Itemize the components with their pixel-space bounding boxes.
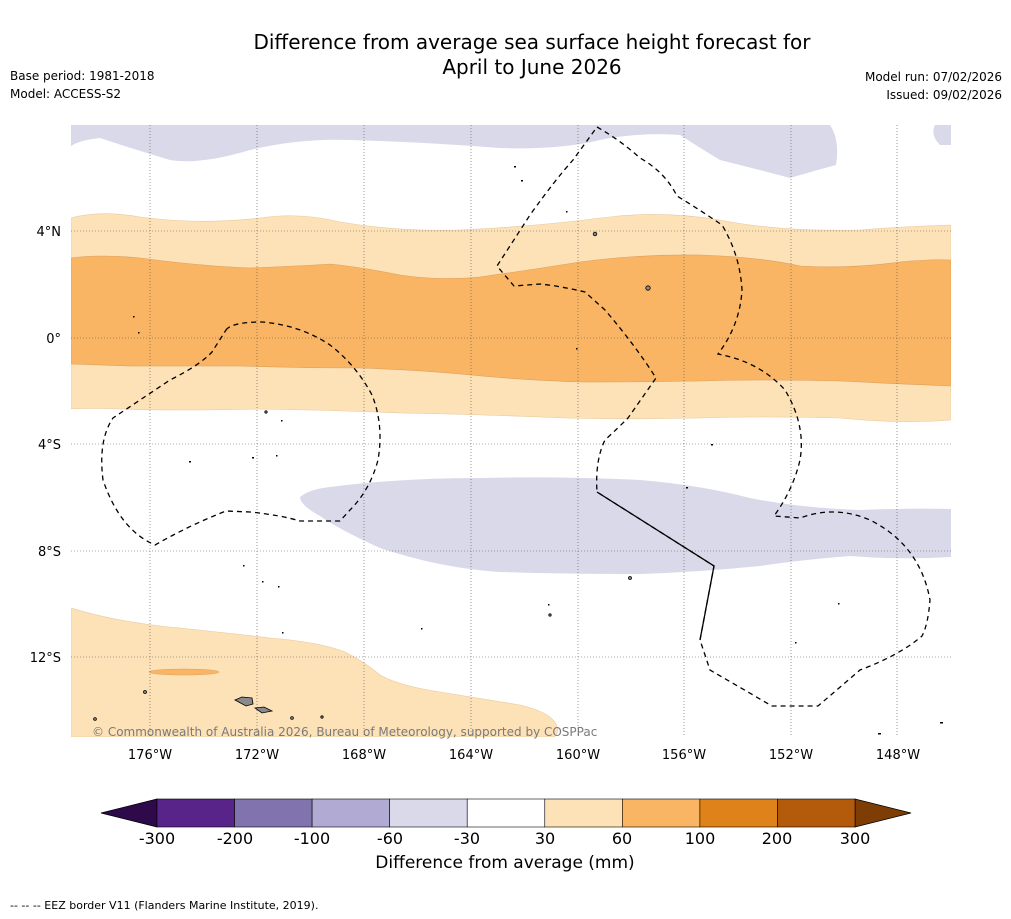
meta-right: Model run: 07/02/2026 Issued: 09/02/2026 bbox=[865, 68, 1002, 104]
lon-label-164w: 164°W bbox=[449, 748, 493, 763]
lon-label-172w: 172°W bbox=[235, 748, 279, 763]
issued-date: Issued: 09/02/2026 bbox=[886, 88, 1002, 102]
islet-dot bbox=[281, 420, 283, 422]
colorbar-tick: 200 bbox=[762, 829, 793, 848]
lat-label-4s: 4°S bbox=[38, 438, 61, 453]
lon-label-160w: 160°W bbox=[556, 748, 600, 763]
colorbar-segment bbox=[622, 798, 701, 828]
tiny-islets bbox=[133, 166, 943, 735]
island-islet bbox=[320, 715, 324, 719]
islet-dot bbox=[548, 604, 550, 606]
colorbar-segment bbox=[699, 798, 778, 828]
island-islet bbox=[628, 576, 632, 580]
islet-dot bbox=[521, 180, 523, 182]
islet-dot bbox=[276, 455, 278, 457]
island-islet bbox=[93, 717, 97, 721]
colorbar-tick: -60 bbox=[377, 829, 403, 848]
island-samoa-upolu bbox=[234, 696, 254, 707]
islet-dot bbox=[940, 722, 943, 724]
island-islet bbox=[264, 410, 268, 414]
lat-labels: 4°N 0° 4°S 8°S 12°S bbox=[30, 225, 61, 666]
lon-labels: 176°W 172°W 168°W 164°W 160°W 156°W 152°… bbox=[128, 748, 920, 763]
eez-borders bbox=[101, 126, 931, 707]
colorbar-segment bbox=[466, 798, 546, 828]
island-islet bbox=[548, 613, 552, 617]
island-islet bbox=[290, 716, 294, 720]
islet-dot bbox=[686, 487, 688, 489]
islet-dot bbox=[262, 581, 264, 583]
colorbar-tick: -200 bbox=[217, 829, 253, 848]
lon-label-156w: 156°W bbox=[662, 748, 706, 763]
island-islet bbox=[592, 231, 598, 237]
islet-dot bbox=[514, 166, 516, 168]
islet-dot bbox=[421, 628, 423, 630]
colorbar-segment bbox=[311, 798, 390, 828]
anomaly-region-light-orange-south bbox=[71, 607, 558, 737]
anomaly-region-lavender-north bbox=[71, 125, 951, 178]
island-samoa-savaii bbox=[253, 706, 274, 714]
lon-label-148w: 148°W bbox=[876, 748, 920, 763]
colorbar-tick: 100 bbox=[685, 829, 716, 848]
colorbar-segment bbox=[389, 798, 468, 828]
island-islet bbox=[143, 690, 147, 694]
colorbar-tick: -300 bbox=[139, 829, 175, 848]
islet-dot bbox=[252, 457, 254, 459]
colorbar-segments bbox=[156, 798, 856, 828]
colorbar-segment bbox=[156, 798, 235, 828]
anomaly-region-orange bbox=[71, 254, 951, 387]
islet-dot bbox=[566, 211, 568, 213]
eez-border-kiribati bbox=[496, 126, 931, 707]
model-run: Model run: 07/02/2026 bbox=[864, 70, 1002, 84]
colorbar-segment bbox=[777, 798, 856, 828]
colorbar-tick: -30 bbox=[454, 829, 480, 848]
eez-border-tokelau bbox=[101, 321, 381, 546]
colorbar-tick: 60 bbox=[612, 829, 632, 848]
colorbar-tick: -100 bbox=[294, 829, 330, 848]
lon-label-152w: 152°W bbox=[769, 748, 813, 763]
islet-dot bbox=[133, 316, 135, 318]
lat-label-12s: 12°S bbox=[30, 651, 61, 666]
islet-dot bbox=[711, 444, 713, 446]
lon-label-168w: 168°W bbox=[342, 748, 386, 763]
islet-dot bbox=[795, 642, 797, 644]
islands bbox=[93, 231, 651, 721]
copyright-note: © Commonwealth of Australia 2026, Bureau… bbox=[92, 725, 597, 739]
islet-dot bbox=[189, 461, 191, 463]
meta-left: Base period: 1981-2018 Model: ACCESS-S2 bbox=[10, 67, 155, 103]
islet-dot bbox=[282, 632, 284, 634]
title-line-2: April to June 2026 bbox=[442, 55, 622, 79]
islet-dot bbox=[878, 733, 881, 735]
graticule bbox=[71, 125, 951, 737]
title-line-1: Difference from average sea surface heig… bbox=[253, 30, 811, 54]
colorbar-label: Difference from average (mm) bbox=[375, 853, 635, 873]
colorbar-extend-high bbox=[854, 798, 912, 828]
base-period: Base period: 1981-2018 bbox=[10, 69, 155, 83]
lat-label-8s: 8°S bbox=[38, 545, 61, 560]
chart-title: Difference from average sea surface heig… bbox=[182, 30, 882, 80]
lon-label-176w: 176°W bbox=[128, 748, 172, 763]
colorbar-segment bbox=[234, 798, 313, 828]
colorbar-segment bbox=[544, 798, 623, 828]
eez-border-solid bbox=[596, 491, 715, 641]
colorbar-tick: 300 bbox=[840, 829, 871, 848]
lat-label-4n: 4°N bbox=[37, 225, 62, 240]
map-area bbox=[71, 125, 951, 737]
islet-dot bbox=[576, 348, 578, 350]
anomaly-patch-orange-south bbox=[148, 668, 220, 676]
anomaly-region-lavender-south bbox=[300, 477, 951, 574]
islet-dot bbox=[278, 586, 280, 588]
islet-dot bbox=[243, 565, 245, 567]
colorbar-ticks: -300 -200 -100 -60 -30 30 60 100 200 300 bbox=[139, 829, 870, 848]
island-islet bbox=[645, 285, 651, 291]
model-name: Model: ACCESS-S2 bbox=[10, 87, 122, 101]
colorbar-tick: 30 bbox=[535, 829, 555, 848]
colorbar-extend-low bbox=[100, 798, 158, 828]
colorbar: -300 -200 -100 -60 -30 30 60 100 200 300 bbox=[100, 798, 912, 848]
lat-label-0: 0° bbox=[46, 332, 61, 347]
islet-dot bbox=[138, 332, 140, 334]
eez-footnote: -- -- -- EEZ border V11 (Flanders Marine… bbox=[10, 899, 319, 912]
islet-dot bbox=[838, 603, 840, 605]
